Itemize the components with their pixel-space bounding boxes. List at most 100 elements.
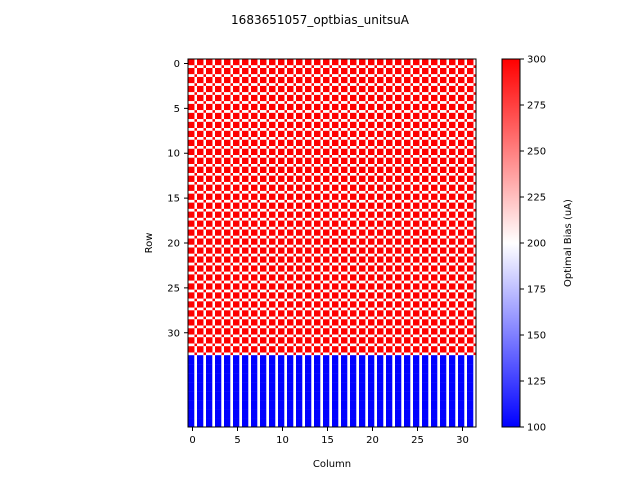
heatmap-cell	[467, 92, 474, 95]
heatmap-cell	[404, 190, 411, 194]
heatmap-cell	[395, 418, 402, 428]
heatmap-cell	[359, 76, 366, 84]
heatmap-cell	[296, 92, 303, 95]
heatmap-cell	[311, 119, 314, 122]
heatmap-cell	[251, 193, 258, 200]
heatmap-cell	[338, 283, 341, 290]
heatmap-cell	[275, 238, 278, 245]
heatmap-cell	[467, 316, 474, 320]
heatmap-cell	[269, 355, 276, 365]
heatmap-cell	[293, 301, 296, 308]
heatmap-cell	[422, 328, 429, 335]
heatmap-cell	[338, 310, 341, 317]
heatmap-cell	[347, 307, 350, 311]
heatmap-cell	[428, 193, 431, 200]
heatmap-cell	[275, 253, 278, 257]
heatmap-cell	[230, 76, 233, 84]
heatmap-cell	[212, 400, 215, 410]
heatmap-cell	[428, 307, 431, 311]
heatmap-cell	[311, 337, 314, 344]
heatmap-cell	[287, 391, 294, 401]
heatmap-cell	[413, 400, 420, 410]
heatmap-cell	[467, 271, 474, 275]
heatmap-cell	[365, 155, 368, 158]
heatmap-cell	[428, 202, 431, 209]
heatmap-cell	[359, 65, 366, 68]
heatmap-cell	[269, 352, 276, 356]
heatmap-cell	[350, 128, 357, 131]
heatmap-cell	[323, 238, 330, 245]
heatmap-cell	[440, 121, 447, 129]
heatmap-cell	[284, 193, 287, 200]
heatmap-cell	[404, 325, 411, 329]
heatmap-cell	[203, 74, 206, 77]
heatmap-cell	[350, 74, 357, 77]
heatmap-cell	[203, 280, 206, 284]
heatmap-cell	[203, 244, 206, 248]
heatmap-cell	[302, 164, 305, 167]
heatmap-cell	[356, 253, 359, 257]
heatmap-cell	[458, 121, 465, 129]
heatmap-cell	[422, 418, 429, 428]
heatmap-cell	[269, 256, 276, 263]
heatmap-cell	[356, 391, 359, 401]
heatmap-cell	[383, 155, 386, 158]
heatmap-cell	[257, 67, 260, 75]
heatmap-cell	[239, 199, 242, 203]
heatmap-cell	[212, 146, 215, 149]
heatmap-cell	[332, 229, 339, 236]
heatmap-cell	[293, 148, 296, 156]
heatmap-cell	[395, 283, 402, 290]
heatmap-cell	[323, 103, 330, 111]
heatmap-cell	[437, 59, 440, 66]
heatmap-cell	[296, 157, 303, 165]
heatmap-cell	[314, 310, 321, 317]
heatmap-cell	[377, 217, 384, 221]
heatmap-cell	[455, 208, 458, 212]
heatmap-cell	[410, 352, 413, 356]
heatmap-cell	[212, 229, 215, 236]
heatmap-cell	[350, 229, 357, 236]
heatmap-cell	[431, 202, 438, 209]
heatmap-cell	[350, 364, 357, 374]
heatmap-cell	[404, 211, 411, 218]
heatmap-cell	[359, 139, 366, 147]
heatmap-cell	[194, 190, 197, 194]
heatmap-cell	[401, 355, 404, 365]
heatmap-cell	[296, 65, 303, 68]
heatmap-cell	[473, 301, 476, 308]
heatmap-cell	[428, 83, 431, 86]
heatmap-cell	[224, 92, 231, 95]
heatmap-cell	[224, 193, 231, 200]
heatmap-cell	[455, 382, 458, 392]
heatmap-cell	[302, 208, 305, 212]
heatmap-cell	[320, 193, 323, 200]
heatmap-cell	[455, 400, 458, 410]
heatmap-cell	[374, 346, 377, 353]
heatmap-cell	[422, 92, 429, 95]
heatmap-cell	[329, 148, 332, 156]
heatmap-cell	[248, 247, 251, 254]
heatmap-cell	[275, 94, 278, 102]
heatmap-cell	[437, 65, 440, 68]
heatmap-cell	[449, 101, 456, 104]
heatmap-cell	[350, 325, 357, 329]
heatmap-cell	[305, 280, 312, 284]
heatmap-cell	[305, 193, 312, 200]
heatmap-cell	[305, 247, 312, 254]
heatmap-cell	[206, 175, 213, 182]
heatmap-cell	[413, 262, 420, 266]
heatmap-cell	[188, 271, 195, 275]
heatmap-cell	[329, 316, 332, 320]
heatmap-cell	[365, 190, 368, 194]
heatmap-cell	[422, 373, 429, 383]
heatmap-cell	[305, 337, 312, 344]
heatmap-cell	[422, 319, 429, 326]
heatmap-cell	[473, 298, 476, 302]
heatmap-cell	[284, 355, 287, 365]
heatmap-cell	[419, 373, 422, 383]
heatmap-cell	[329, 172, 332, 176]
heatmap-cell	[401, 289, 404, 293]
heatmap-cell	[356, 352, 359, 356]
heatmap-cell	[467, 220, 474, 227]
